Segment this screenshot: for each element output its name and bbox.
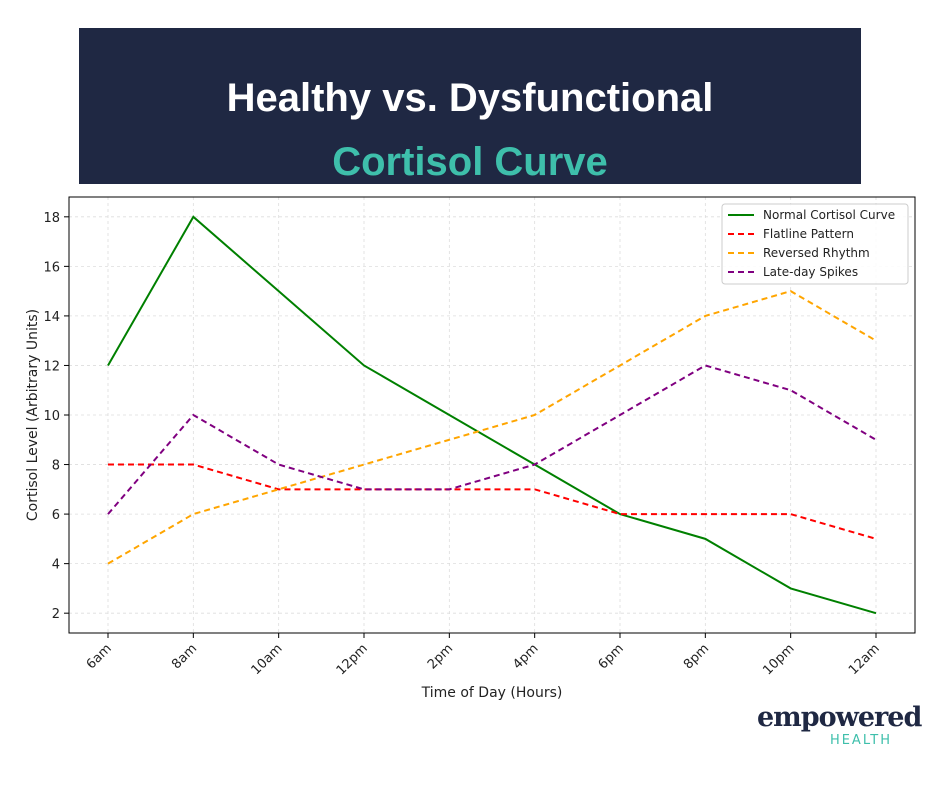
y-tick-label: 14	[43, 310, 60, 325]
title-line-2: Cortisol Curve	[332, 140, 608, 184]
y-tick-label: 12	[43, 359, 60, 374]
series-line-late-day-spikes	[107, 364, 877, 515]
x-tick-label: 10am	[249, 641, 286, 678]
x-tick-label: 12am	[846, 641, 883, 678]
y-axis-label: Cortisol Level (Arbitrary Units)	[25, 309, 41, 521]
y-tick-label: 18	[43, 211, 60, 226]
title-banner: Healthy vs. Dysfunctional Cortisol Curve	[79, 28, 861, 184]
y-tick-label: 16	[43, 260, 60, 275]
x-tick-label: 10pm	[760, 641, 797, 678]
series-line-flatline-pattern	[108, 463, 877, 540]
logo-sub: HEALTH	[829, 733, 892, 748]
y-tick-label: 8	[52, 459, 60, 474]
y-tick-label: 10	[43, 409, 60, 424]
y-tick-label: 6	[52, 508, 60, 523]
empowered-health-logo: empowered HEALTH	[757, 702, 922, 749]
x-tick-label: 2pm	[425, 641, 456, 672]
plot-frame	[68, 196, 916, 634]
legend-box	[721, 203, 909, 285]
x-tick-label: 6pm	[596, 641, 627, 672]
x-tick-label: 8pm	[681, 641, 712, 672]
series-line-reversed-rhythm	[107, 290, 877, 565]
y-tick-label: 4	[52, 558, 60, 573]
legend-entry: Flatline Pattern	[763, 227, 854, 241]
x-tick-label: 6am	[84, 641, 115, 672]
legend-entry: Late-day Spikes	[763, 265, 858, 279]
title-line-1: Healthy vs. Dysfunctional	[226, 76, 714, 120]
x-axis-label: Time of Day (Hours)	[421, 685, 563, 701]
x-tick-label: 4pm	[510, 641, 541, 672]
x-tick-label: 12pm	[334, 641, 371, 678]
legend-entry: Normal Cortisol Curve	[763, 208, 895, 222]
logo-word: empowered	[757, 702, 922, 733]
y-tick-label: 2	[52, 607, 60, 622]
legend-entry: Reversed Rhythm	[763, 246, 870, 260]
x-tick-label: 8am	[169, 641, 200, 672]
series-line-normal-cortisol-curve	[107, 215, 877, 615]
